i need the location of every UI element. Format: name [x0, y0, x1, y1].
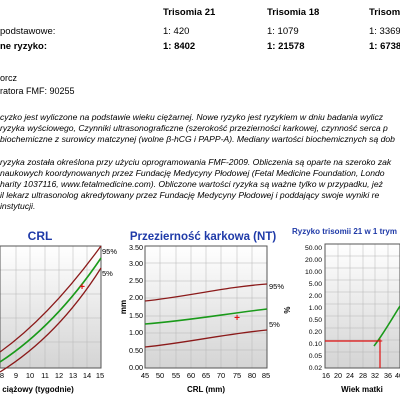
- software-note-line: instytucji.: [0, 201, 36, 211]
- nt-xticks: 45 50 55 60 65 70 75 80 85: [141, 371, 270, 380]
- explanation-line: ryzyka wyściowego, Czynniki ultrasonogra…: [0, 123, 388, 133]
- t21-x-axis-label: Wiek matki: [341, 385, 383, 394]
- nt-xtick: 55: [172, 371, 180, 380]
- nt-yticks: 0.00 0.50 1.00 1.50 2.00 2.50 3.00 3.50: [129, 243, 143, 372]
- baseline-risk-t21: 1: 420: [163, 26, 190, 37]
- t21-yticks: 0.02 0.05 0.10 0.20 0.50 1.00 2.00 5.00 …: [305, 245, 322, 372]
- nt-chart-title: Przezierność karkowa (NT): [130, 231, 277, 243]
- nt-ytick: 0.00: [129, 363, 143, 372]
- t21-ytick: 2.00: [309, 293, 322, 300]
- nt-5-label: 5%: [269, 320, 280, 329]
- t21-ytick: 0.50: [309, 317, 322, 324]
- nt-ytick: 2.00: [129, 293, 143, 302]
- t21-xtick: 32: [371, 371, 379, 380]
- t21-chart-title: Ryzyko trisomii 21 w 1 trym: [292, 227, 397, 236]
- nt-chart: Przezierność karkowa (NT) mm 95% 5% + 0.…: [119, 231, 284, 394]
- t21-xticks: 16 20 24 28 32 36 40: [322, 371, 400, 380]
- nt-ytick: 1.50: [129, 311, 143, 320]
- t21-risk-curve: [373, 305, 400, 347]
- adjusted-risk-t18: 1: 21578: [267, 41, 305, 52]
- crl-5-percentile-line: [0, 267, 102, 373]
- crl-x-axis-label: ciążowy (tygodnie): [2, 385, 74, 394]
- crl-patient-marker: +: [79, 282, 85, 293]
- t21-xtick: 36: [384, 371, 392, 380]
- t21-ytick: 50.00: [305, 245, 322, 252]
- software-note-line: harity 1037116, www.fetalmedicine.com). …: [0, 179, 383, 189]
- nt-x-axis-label: CRL (mm): [187, 385, 225, 394]
- nt-median-line: [144, 308, 268, 325]
- t21-ytick: 0.02: [309, 365, 322, 372]
- t21-xtick: 40: [395, 371, 400, 380]
- crl-95-label: 95%: [102, 247, 117, 256]
- nt-xtick: 65: [202, 371, 210, 380]
- software-note-line: naukowych koordynowanych przez Fundację …: [0, 168, 385, 178]
- col-header-t13: Trisom: [369, 7, 400, 18]
- t21-plot-area: [325, 244, 400, 368]
- t21-xtick: 24: [346, 371, 354, 380]
- crl-xtick: 15: [96, 371, 104, 380]
- t21-xtick: 20: [334, 371, 342, 380]
- crl-gridlines: [0, 246, 101, 368]
- nt-xtick: 80: [248, 371, 256, 380]
- crl-chart-title: CRL: [28, 229, 53, 243]
- nt-xtick: 45: [141, 371, 149, 380]
- t21-y-axis-label: %: [283, 306, 292, 313]
- crl-xtick: 13: [69, 371, 77, 380]
- crl-xtick: 10: [26, 371, 34, 380]
- baseline-risk-t13: 1: 3369: [369, 26, 400, 37]
- crl-95-percentile-line: [0, 245, 102, 353]
- adjusted-risk-t13: 1: 6738: [369, 41, 400, 52]
- explanation-line: biochemiczne z surowicy matczynej (wolne…: [0, 134, 395, 144]
- t21-ytick: 0.05: [309, 353, 322, 360]
- row-label-baseline: podstawowe:: [0, 26, 56, 37]
- nt-95-percentile-line: [144, 283, 268, 302]
- adjusted-risk-t21: 1: 8402: [163, 41, 196, 52]
- nt-patient-marker: +: [234, 313, 240, 324]
- t21-xtick: 16: [322, 371, 330, 380]
- row-label-adjusted: ne ryzyko:: [0, 41, 47, 52]
- software-note-line: il lekarz ultrasonolog akredytowany prze…: [0, 190, 380, 200]
- t21-gridlines: [325, 244, 400, 368]
- crl-xtick: 11: [41, 371, 49, 380]
- crl-median-line: [0, 257, 102, 363]
- t21-xtick: 28: [359, 371, 367, 380]
- nt-xtick: 50: [156, 371, 164, 380]
- t21-ytick: 0.10: [309, 341, 322, 348]
- t21-ytick: 20.00: [305, 257, 322, 264]
- t21-ytick: 5.00: [309, 281, 322, 288]
- crl-5-label: 5%: [102, 269, 113, 278]
- nt-xtick: 85: [262, 371, 270, 380]
- crl-xtick: 14: [83, 371, 91, 380]
- nt-y-axis-label: mm: [119, 300, 128, 314]
- software-note-line: ryzyka została określona przy użyciu opr…: [0, 157, 392, 167]
- nt-95-label: 95%: [269, 282, 284, 291]
- t21-risk-chart: Ryzyko trisomii 21 w 1 trym % + 0.02 0.0…: [283, 227, 400, 394]
- nt-5-percentile-line: [144, 329, 268, 348]
- nt-ytick: 1.00: [129, 328, 143, 337]
- t21-ytick: 1.00: [309, 305, 322, 312]
- nt-ytick: 3.50: [129, 243, 143, 252]
- crl-chart: CRL 95% 5% + 8 9 10 11 12 13 14: [0, 229, 117, 394]
- nt-ytick: 2.50: [129, 276, 143, 285]
- col-header-t18: Trisomia 18: [267, 7, 320, 18]
- crl-xtick: 12: [55, 371, 63, 380]
- t21-ytick: 10.00: [305, 269, 322, 276]
- explanation-line: cyzko jest wyliczone na podstawie wieku …: [0, 112, 384, 122]
- crl-xtick: 8: [0, 371, 4, 380]
- t21-patient-marker: +: [377, 336, 382, 346]
- nt-xtick: 70: [217, 371, 225, 380]
- nt-ytick: 0.50: [129, 346, 143, 355]
- nt-xtick: 75: [233, 371, 241, 380]
- operator-fmf-id: ratora FMF: 90255: [0, 86, 75, 96]
- nt-xtick: 60: [187, 371, 195, 380]
- baseline-risk-t18: 1: 1079: [267, 26, 299, 37]
- crl-xtick: 9: [14, 371, 18, 380]
- col-header-t21: Trisomia 21: [163, 7, 216, 18]
- t21-ytick: 0.20: [309, 329, 322, 336]
- operator-name: orcz: [0, 73, 18, 83]
- nt-ytick: 3.00: [129, 259, 143, 268]
- crl-xticks: 8 9 10 11 12 13 14 15: [0, 371, 104, 380]
